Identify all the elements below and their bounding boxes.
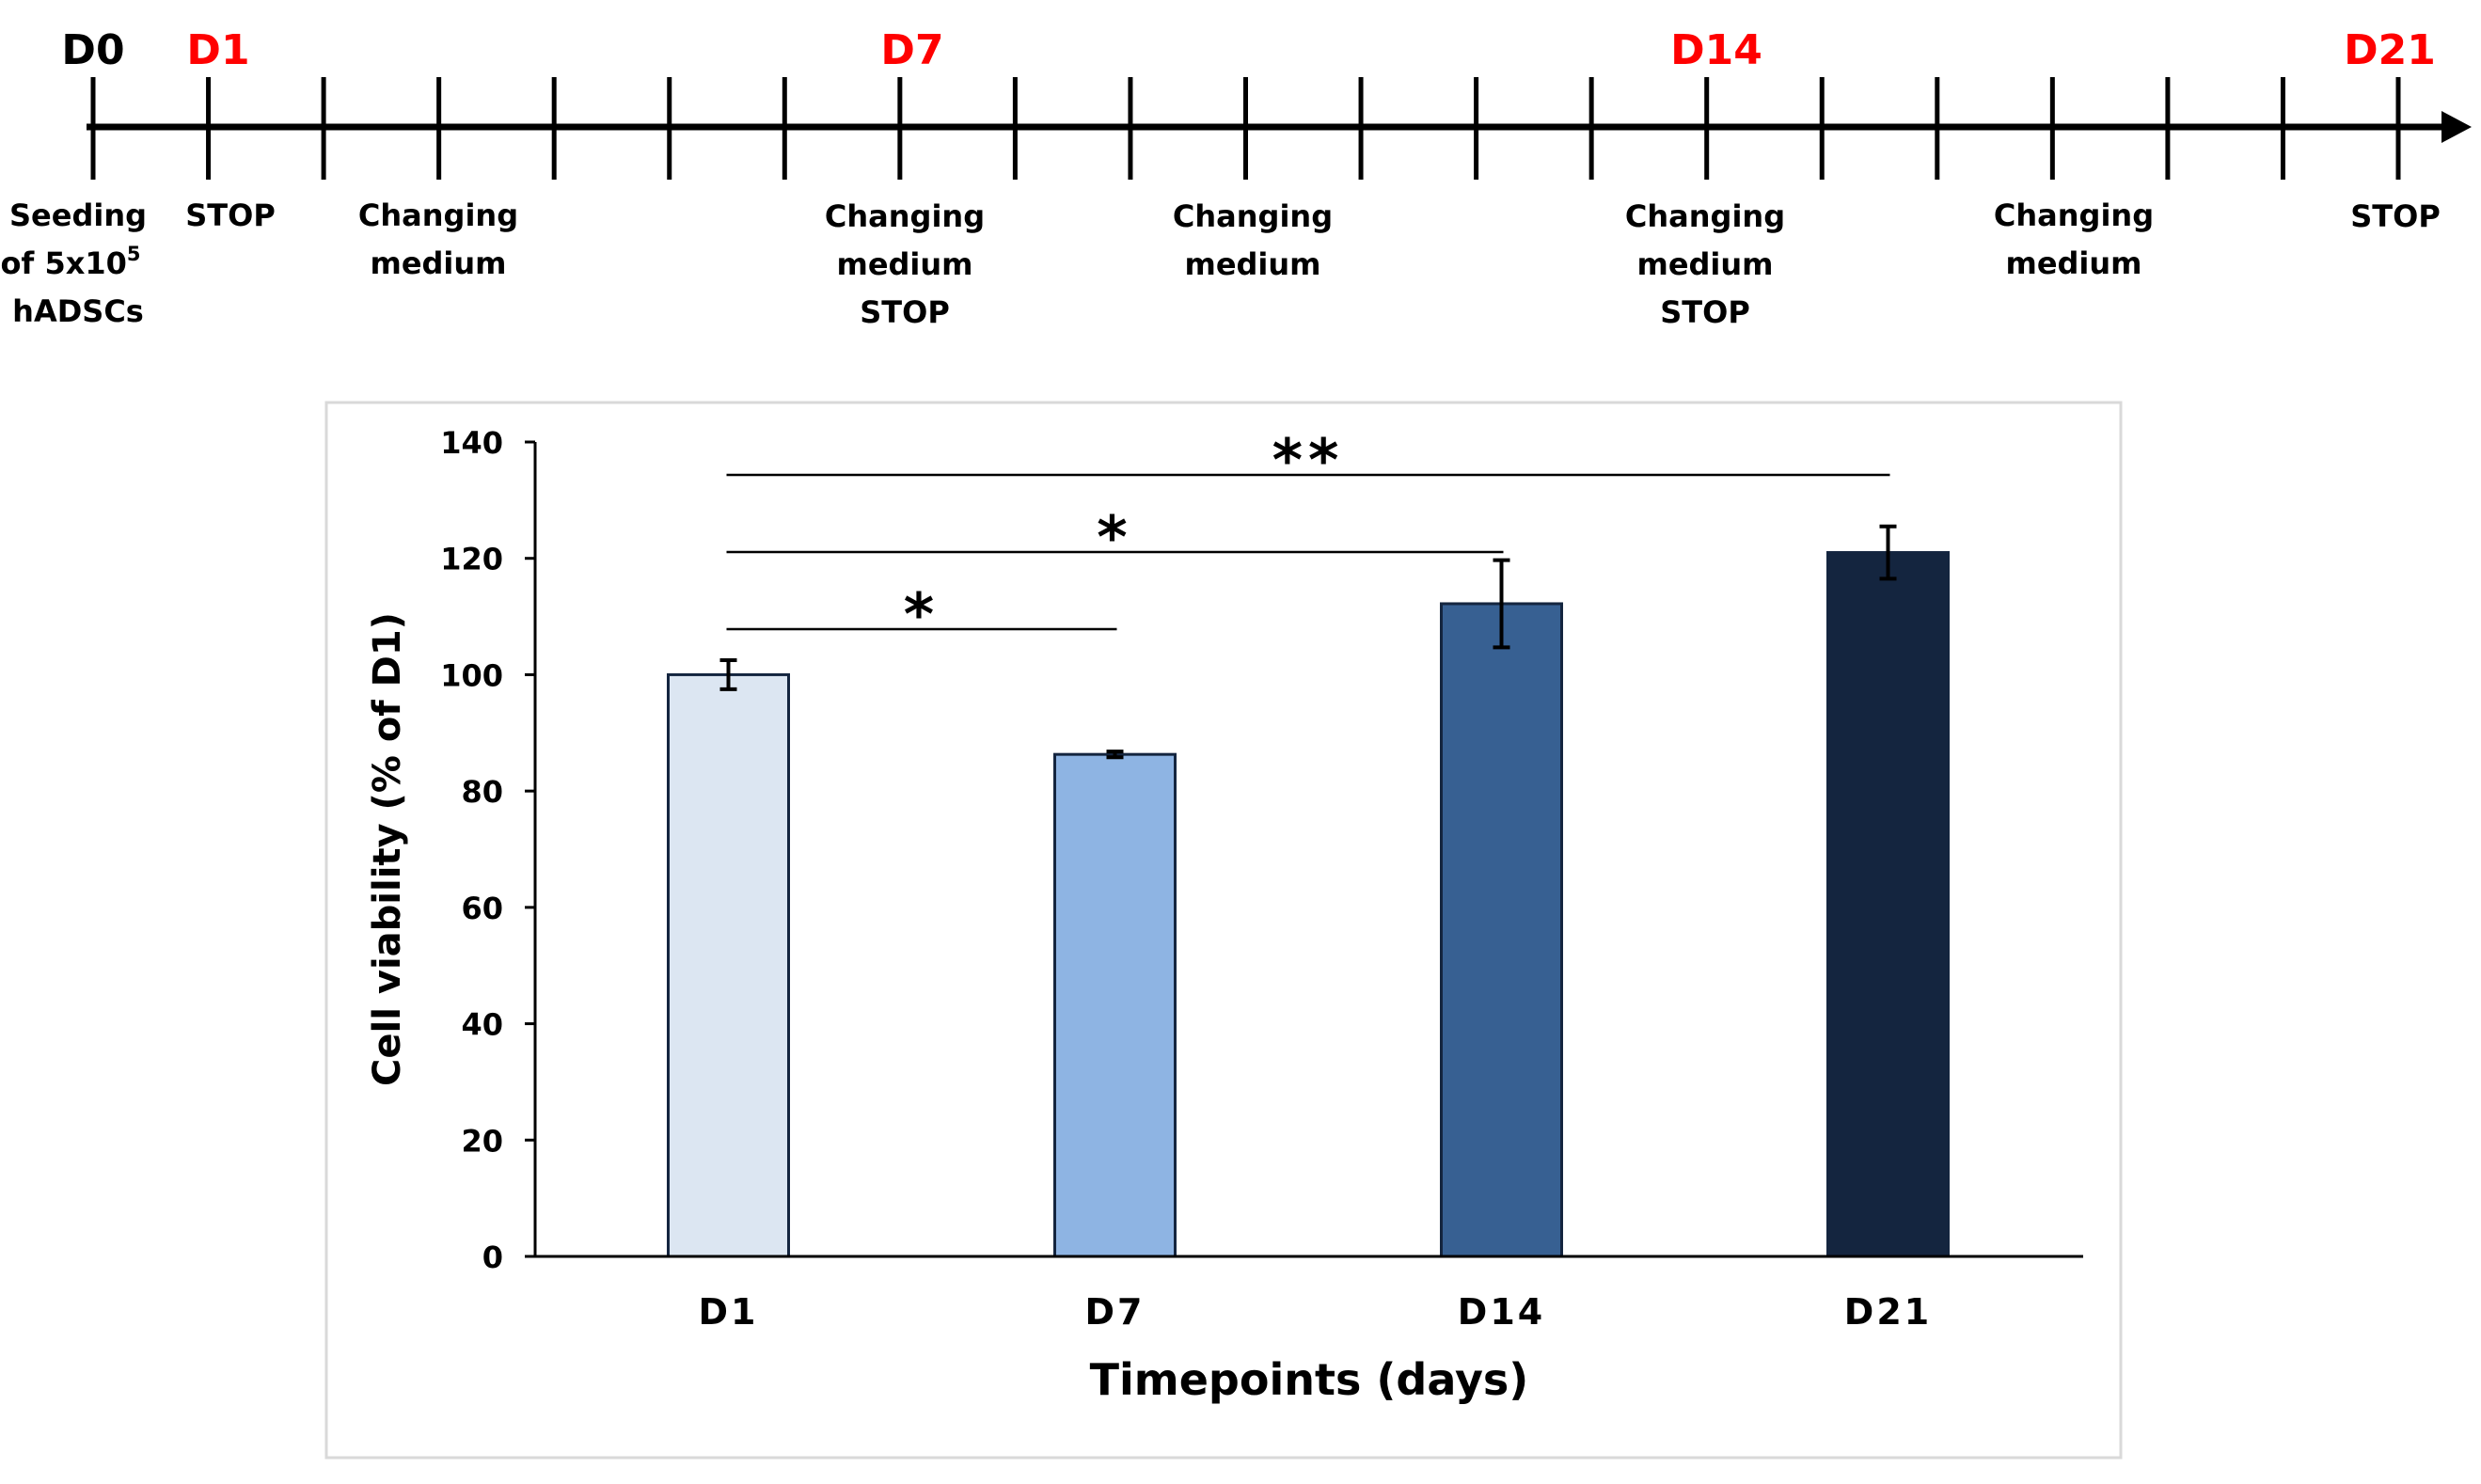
x-tick-label: D14 [1458,1291,1545,1333]
significance-label: * [1097,503,1132,572]
bar-d7 [1053,752,1177,1258]
timeline-day-label: D14 [1670,26,1762,74]
significance-bracket: ** [726,426,1890,495]
significance-label: * [904,580,940,649]
timeline-event-line: medium [370,245,506,281]
y-tick-label: 20 [461,1123,503,1159]
y-tick-label: 140 [440,425,503,461]
significance-bracket: * [726,503,1504,572]
y-tick-label: 120 [440,542,503,577]
timeline-day-label: D0 [61,26,124,74]
x-axis-ticks: D1 D7 D14 D21 [699,1291,1932,1333]
y-tick-label: 0 [482,1239,503,1275]
bar-d21 [1826,551,1950,1258]
y-tick-label: 80 [461,774,503,810]
timeline-ticks [90,77,2401,180]
significance-label: ** [1272,426,1345,495]
timeline-event: STOP [2350,198,2441,234]
timeline-arrowhead [2441,111,2472,143]
timeline-event-line: Changing [825,198,985,234]
y-axis-label: Cell viability (% of D1) [366,612,409,1086]
y-axis-ticks: 0 20 40 60 80 100 120 140 [440,425,535,1275]
timeline-event: Changing medium [358,197,518,281]
error-bar-d21 [1879,524,1897,581]
x-tick-label: D1 [699,1291,759,1333]
error-bar-d7 [1106,750,1124,760]
y-tick-label: 100 [440,657,503,693]
timeline-event: Changing medium [1173,198,1333,282]
x-tick-label: D7 [1085,1291,1146,1333]
x-axis-label: Timepoints (days) [1090,1354,1529,1405]
error-bar-d1 [719,657,737,691]
timeline-event: Changing medium [1994,197,2154,281]
timeline-event-line: medium [2005,245,2141,281]
timeline-day-label: D21 [2344,26,2436,74]
timeline-event-line: STOP [185,197,276,233]
x-tick-label: D21 [1844,1291,1932,1333]
timeline-event-line: STOP [1660,294,1750,330]
timeline-event-line: medium [1636,246,1773,282]
timeline-event: STOP [185,197,276,233]
timeline-event-line: Changing [1994,197,2154,233]
error-bars [719,524,1897,760]
superscript: 5 [127,243,141,265]
y-tick-label: 60 [461,891,503,926]
timeline-day-label: D1 [186,26,249,74]
timeline-event: Seeding of 5x105 hADSCs [0,197,147,329]
timeline-day-label: D7 [880,26,943,74]
timeline-day-labels: D0 D1 D7 D14 D21 [61,26,2435,74]
timeline-event-line: medium [836,246,972,282]
chart-frame [324,401,2123,1460]
error-bar-d14 [1493,558,1510,650]
timeline-event-line: hADSCs [12,293,144,329]
significance-bracket: * [726,580,1117,649]
timeline-event-line: STOP [860,294,950,330]
bar-d1 [667,672,790,1258]
timeline-event-line: Changing [358,197,518,233]
timeline-event-line: of 5x105 [0,243,140,281]
timeline-event-line: medium [1184,246,1320,282]
timeline-event-line: Changing [1625,198,1785,234]
timeline-event-line: STOP [2350,198,2441,234]
timeline-event: Changing medium STOP [1625,198,1785,330]
timeline-event-line: Seeding [9,197,147,233]
bars [667,551,1950,1258]
timeline-event-line: Changing [1173,198,1333,234]
significance-brackets: **** [726,426,1890,649]
bar-d14 [1440,602,1563,1258]
y-tick-label: 40 [461,1007,503,1043]
timeline-event: Changing medium STOP [825,198,985,330]
